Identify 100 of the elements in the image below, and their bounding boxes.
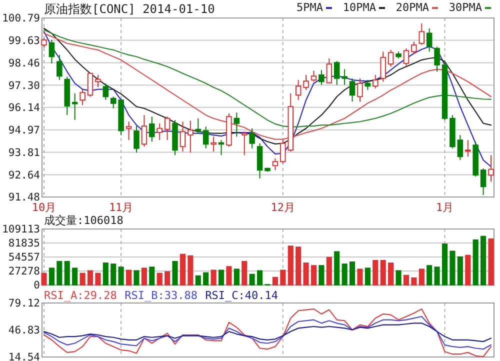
candlestick [95,74,101,88]
y-tick-label: 99.63 [8,34,40,47]
candlestick [149,116,155,142]
candlestick [480,168,486,196]
bar [156,272,162,286]
bar [172,260,178,286]
chart-title: 原油指数[CONC] 2014-01-10 [44,2,215,16]
y-tick-label: 93.81 [8,146,40,159]
bar [149,266,155,286]
bar [87,270,94,286]
candlestick [364,79,371,90]
bar [48,268,54,286]
y-tick-label: 96.14 [8,102,40,114]
bar [303,262,309,286]
bar [380,260,386,286]
candlestick [349,78,356,102]
line-series [43,31,492,168]
candlestick [56,54,62,80]
y-tick-label: 79.12 [8,298,40,310]
bar [372,260,378,286]
bar [326,256,332,286]
bar [80,272,86,286]
candlestick [334,60,340,86]
text: RSI_B:33.88 [124,289,198,302]
legend-label: 30PMA [448,1,482,14]
candlestick [388,49,394,68]
bar [118,266,124,286]
line-series [43,322,492,342]
bar [357,268,363,286]
bar [403,274,409,286]
bar [450,250,456,286]
y-tick-label: 97.30 [8,80,40,92]
y-tick-label: 27278 [8,266,40,278]
candlestick [426,28,432,52]
y-tick-label: 98.46 [8,57,40,70]
x-tick-label: 12月 [270,201,296,214]
bar [64,260,70,286]
legend-label: 5PMA [296,1,324,14]
bar [126,270,132,286]
candlestick [72,92,78,120]
bar [457,256,463,286]
legend-label: 10PMA [342,1,376,14]
candlestick [41,37,47,48]
bar [280,270,286,286]
candlestick [110,96,116,109]
candlestick [80,89,86,106]
y-tick-label: 46.83 [8,324,40,337]
bar [296,246,302,286]
candlestick [87,72,94,98]
bar [226,266,232,286]
text: RSI_C:40.14 [205,289,278,302]
candlestick [465,140,471,158]
candlestick [156,122,162,141]
bar [364,268,370,286]
bar [272,276,278,286]
candlestick [434,46,440,72]
candlestick [188,120,194,154]
bar [210,270,216,286]
bar [110,264,116,286]
bar [388,262,394,286]
candlestick [234,112,240,138]
bar [234,268,240,286]
candlestick [488,154,494,182]
bar [318,265,324,286]
bar [180,254,186,286]
bar [472,239,478,286]
y-tick-label: 14.54 [8,352,40,361]
bar [72,268,78,286]
candlestick [141,114,148,148]
candlestick [403,48,410,68]
bar [188,255,194,286]
candlestick [256,142,263,179]
bar [95,272,101,286]
candlestick [295,79,302,101]
candlestick [418,22,425,46]
candlestick [342,68,348,86]
bar [141,268,147,286]
candlestick [457,134,464,161]
candlestick [126,121,132,141]
candlestick [310,70,317,82]
candlestick [326,58,332,84]
bar [396,270,402,286]
bar [249,274,255,286]
bar [41,272,47,286]
x-tick-label: 10月 [32,201,56,214]
candlestick [164,116,170,141]
candlestick [202,126,209,149]
legend-label: 20PMA [396,1,430,14]
bar [465,254,471,286]
bar [442,244,448,286]
bar [418,268,424,286]
y-tick-label: 91.48 [8,192,40,204]
bar [288,246,294,286]
x-tick-label: 11月 [108,201,134,214]
text: RSI_A:29.28 [44,289,117,302]
bar [334,251,340,286]
y-tick-label: 92.64 [8,169,40,182]
bar [164,271,170,286]
x-tick-label: 1月 [436,201,454,214]
candlestick [372,74,378,89]
